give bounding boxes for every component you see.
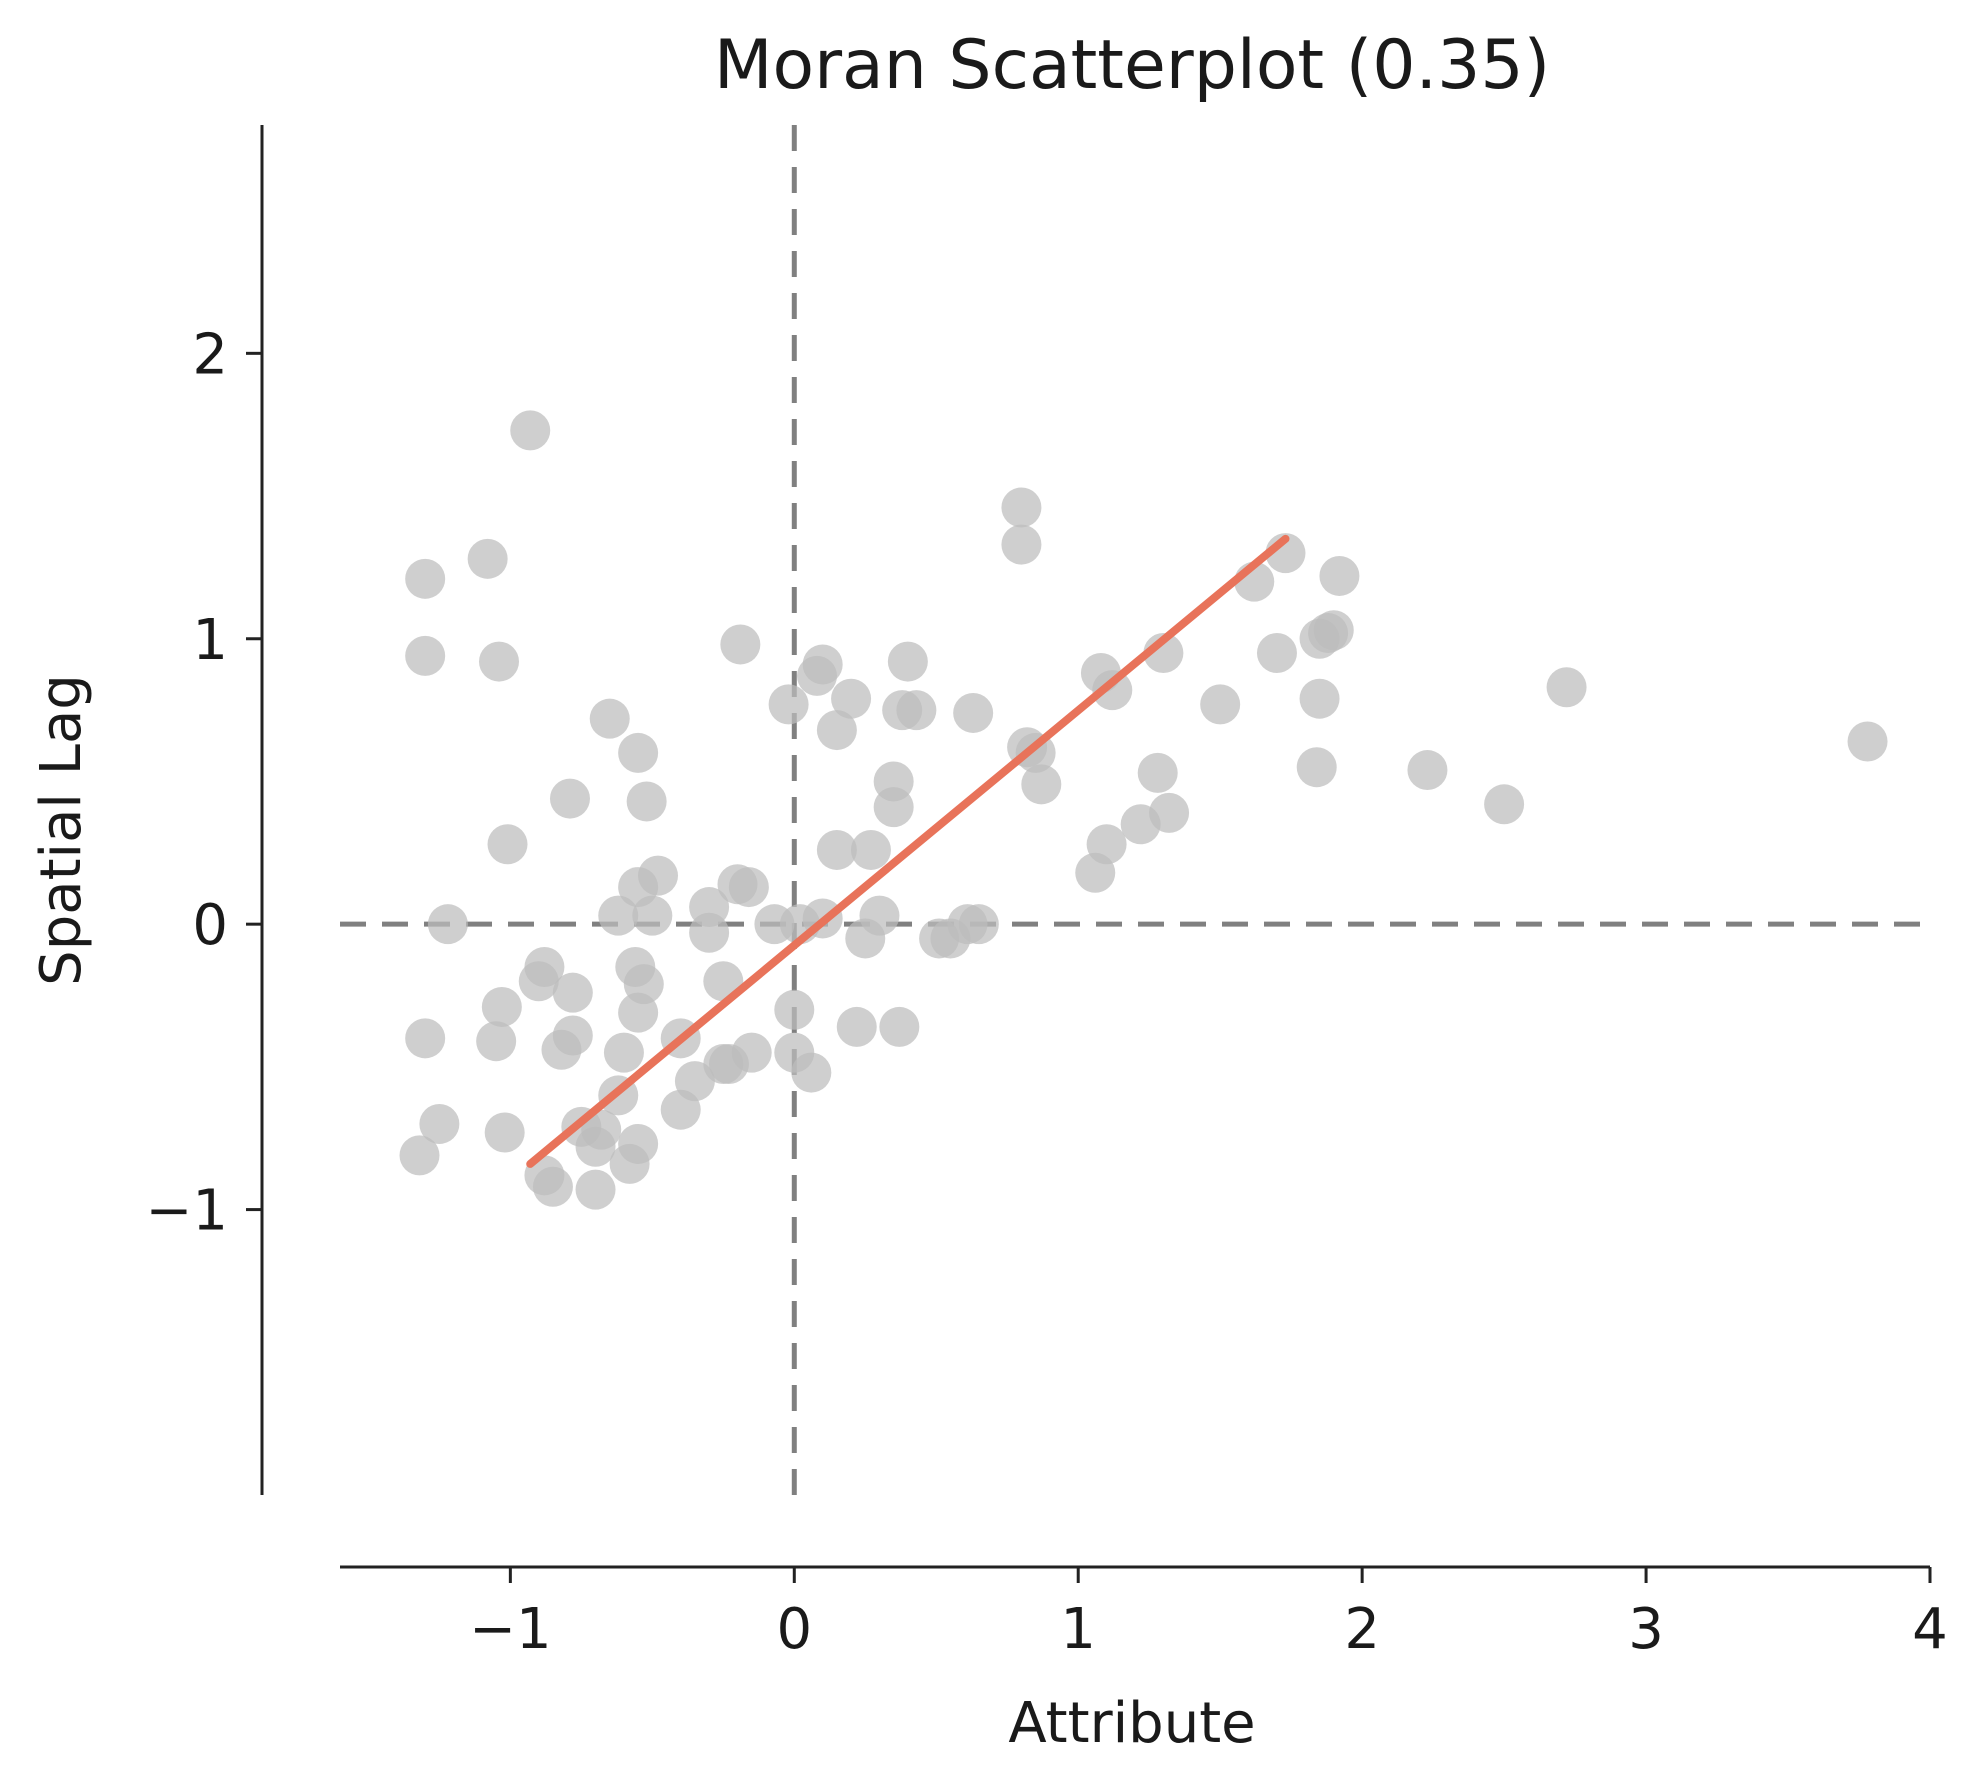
scatter-point xyxy=(589,698,630,739)
scatter-point xyxy=(1299,678,1340,719)
regression-line xyxy=(526,534,1290,1168)
y-tick-label: 2 xyxy=(192,322,228,387)
x-tick-label: 4 xyxy=(1912,1597,1948,1662)
scatter-point xyxy=(626,781,667,822)
scatter-point xyxy=(873,787,914,828)
scatter-point xyxy=(467,538,508,579)
scatter-point xyxy=(632,895,673,936)
scatter-point xyxy=(1200,684,1241,725)
fit-layer xyxy=(526,534,1290,1168)
y-tick-label: −1 xyxy=(145,1179,228,1244)
x-tick-label: 3 xyxy=(1628,1597,1664,1662)
scatter-point xyxy=(953,692,994,733)
scatter-point xyxy=(476,1021,517,1062)
scatter-point xyxy=(427,904,468,945)
scatter-point xyxy=(405,558,446,599)
y-tick-label: 0 xyxy=(192,893,228,958)
chart-title: Moran Scatterplot (0.35) xyxy=(714,26,1550,105)
scatter-point xyxy=(405,1018,446,1059)
scatter-point xyxy=(405,635,446,676)
scatter-point xyxy=(581,1109,622,1150)
scatter-point xyxy=(1319,555,1360,596)
scatter-point xyxy=(575,1169,616,1210)
scatter-point xyxy=(1296,747,1337,788)
scatter-point xyxy=(674,1061,715,1102)
scatter-point xyxy=(1299,618,1340,659)
scatter-point xyxy=(510,410,551,451)
scatter-point xyxy=(552,972,593,1013)
scatter-point xyxy=(603,1032,644,1073)
scatter-point xyxy=(552,1015,593,1056)
scatter-point xyxy=(618,992,659,1033)
scatter-point xyxy=(930,918,971,959)
scatter-point xyxy=(1086,824,1127,865)
scatter-point xyxy=(399,1135,440,1176)
x-tick-label: −1 xyxy=(469,1597,552,1662)
scatter-point xyxy=(618,1123,659,1164)
scatter-point xyxy=(831,678,872,719)
scatter-point xyxy=(768,684,809,725)
scatter-point xyxy=(850,829,891,870)
scatter-point xyxy=(791,1052,832,1093)
scatter-point xyxy=(1015,732,1056,773)
scatter-point xyxy=(1137,752,1178,793)
scatter-point xyxy=(1847,721,1888,762)
scatter-point xyxy=(549,778,590,819)
scatter-point xyxy=(518,961,559,1002)
scatter-point xyxy=(689,887,730,928)
scatter-point xyxy=(481,986,522,1027)
x-axis-ticks: −1 0 1 2 3 4 xyxy=(469,1567,1948,1662)
scatter-point xyxy=(836,1006,877,1047)
scatter-point xyxy=(1484,784,1525,825)
scatter-point xyxy=(1149,792,1190,833)
scatter-point xyxy=(479,641,519,682)
scatter-point xyxy=(816,710,857,751)
scatter-point xyxy=(487,824,528,865)
scatter-point xyxy=(728,867,769,908)
scatter-point xyxy=(845,918,886,959)
y-axis-label: Spatial Lag xyxy=(29,674,94,986)
scatter-point xyxy=(618,732,659,773)
scatter-point xyxy=(879,1006,920,1047)
scatter-point xyxy=(802,644,843,685)
scatter-point xyxy=(882,690,923,731)
scatter-point xyxy=(816,829,857,870)
scatter-point xyxy=(1256,633,1297,674)
x-tick-label: 0 xyxy=(776,1597,812,1662)
scatter-point xyxy=(1092,670,1133,711)
scatter-point xyxy=(1021,764,1062,805)
scatter-point xyxy=(1001,524,1042,565)
x-tick-label: 1 xyxy=(1060,1597,1096,1662)
scatter-point xyxy=(1407,750,1448,791)
scatter-point xyxy=(720,624,761,665)
x-axis-label: Attribute xyxy=(1008,1691,1255,1756)
scatter-point xyxy=(1001,487,1042,528)
y-tick-label: 1 xyxy=(192,608,228,673)
scatter-point xyxy=(774,989,815,1030)
scatter-point xyxy=(532,1166,573,1207)
scatter-point xyxy=(1546,667,1587,708)
scatter-point xyxy=(731,1032,772,1073)
scatter-point xyxy=(598,895,639,936)
scatter-point xyxy=(484,1112,525,1153)
y-axis-ticks: −1 0 1 2 xyxy=(145,322,262,1244)
scatter-point xyxy=(419,1103,460,1144)
points-layer xyxy=(399,410,1888,1210)
scatter-point xyxy=(887,641,928,682)
x-tick-label: 2 xyxy=(1344,1597,1380,1662)
